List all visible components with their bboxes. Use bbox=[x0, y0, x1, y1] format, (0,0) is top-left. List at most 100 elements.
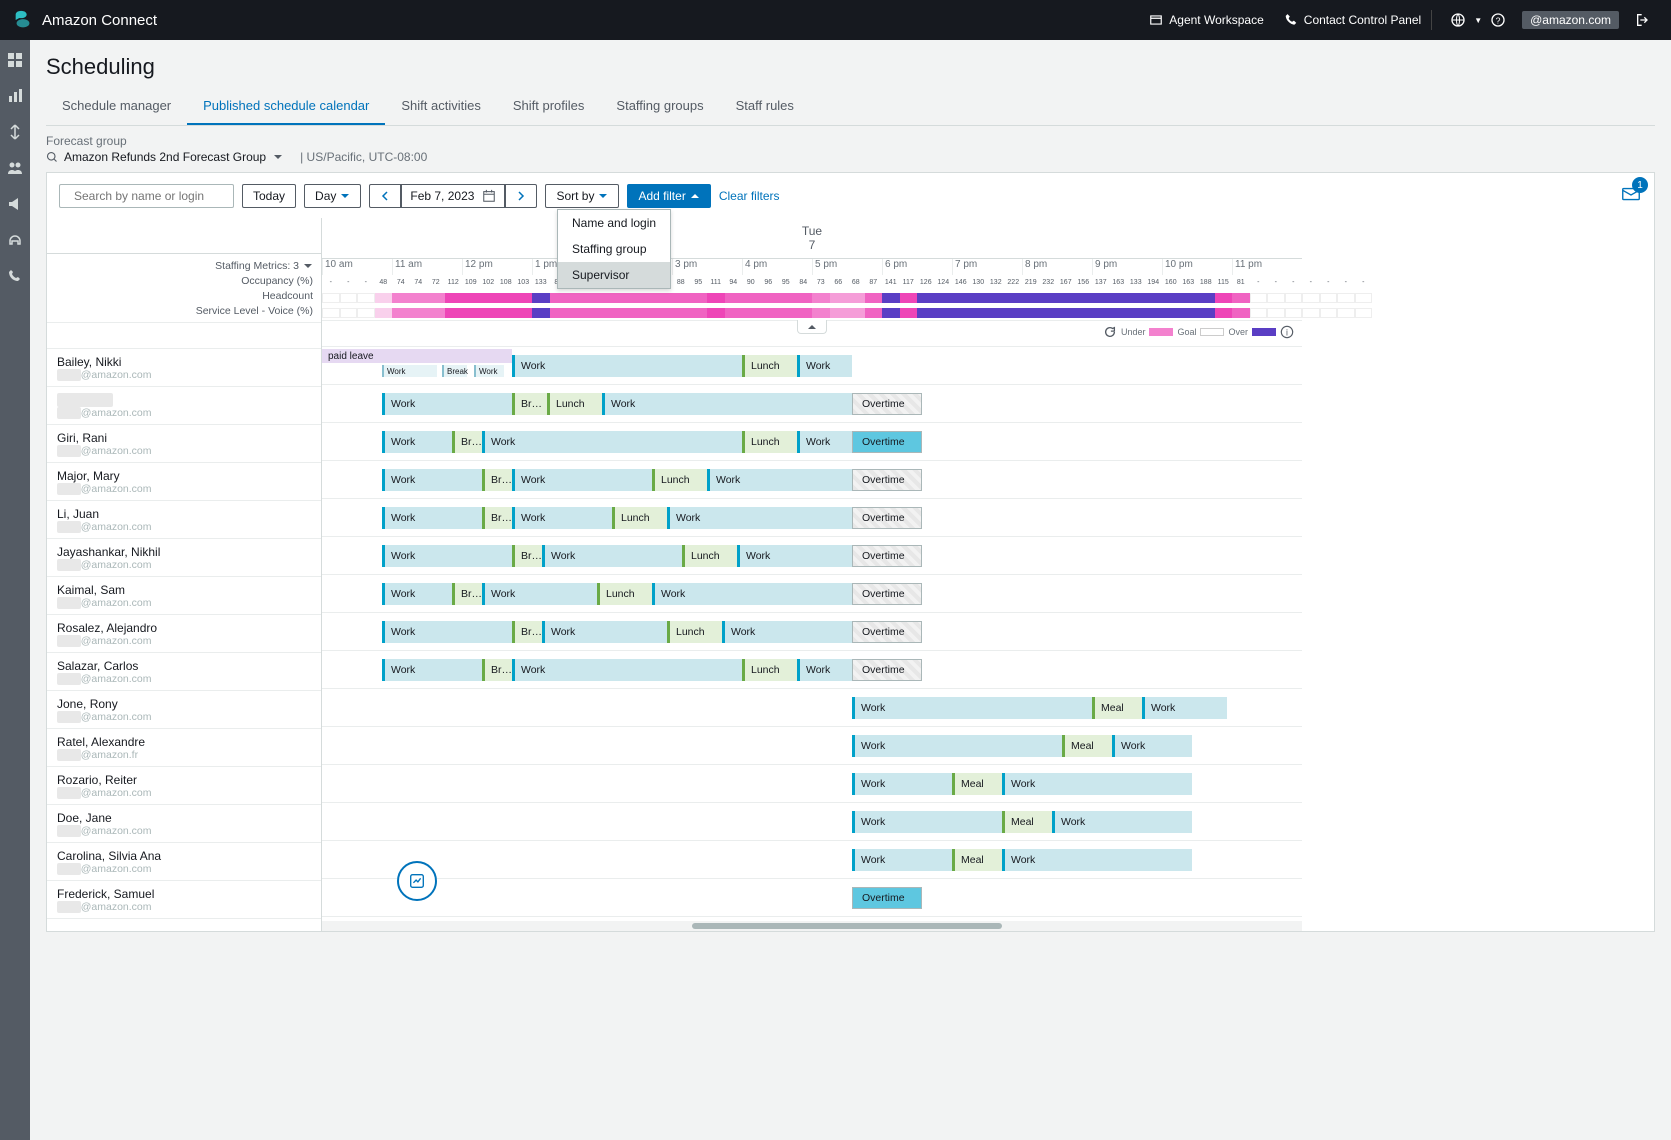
work-block[interactable]: Work bbox=[652, 583, 852, 605]
break-block[interactable]: Br… bbox=[482, 469, 512, 491]
forecast-select[interactable]: Amazon Refunds 2nd Forecast Group bbox=[46, 150, 284, 164]
agent-row[interactable]: Rosalez, Alejandroxxx@amazon.com bbox=[47, 615, 321, 653]
work-block[interactable]: Work bbox=[542, 545, 682, 567]
work-block[interactable]: Work bbox=[1052, 811, 1192, 833]
mini-shift[interactable]: Work bbox=[474, 365, 504, 377]
work-block[interactable]: Work bbox=[382, 507, 482, 529]
tab-staff-rules[interactable]: Staff rules bbox=[720, 88, 810, 125]
search-input[interactable] bbox=[74, 189, 229, 203]
sort-button[interactable]: Sort by bbox=[545, 184, 619, 208]
work-block[interactable]: Work bbox=[602, 393, 852, 415]
lunch-block[interactable]: Lunch bbox=[597, 583, 652, 605]
nav-announce-icon[interactable] bbox=[7, 196, 23, 212]
tab-published-schedule-calendar[interactable]: Published schedule calendar bbox=[187, 88, 385, 125]
agent-workspace-link[interactable]: Agent Workspace bbox=[1149, 13, 1264, 27]
work-block[interactable]: Work bbox=[852, 773, 952, 795]
agent-row[interactable]: Li, Juanxxx@amazon.com bbox=[47, 501, 321, 539]
search-box[interactable] bbox=[59, 184, 234, 208]
agent-row[interactable]: XXXXXXxxx@amazon.com bbox=[47, 387, 321, 425]
meal-block[interactable]: Meal bbox=[1002, 811, 1052, 833]
agent-row[interactable]: Salazar, Carlosxxx@amazon.com bbox=[47, 653, 321, 691]
next-day-button[interactable] bbox=[505, 184, 537, 208]
lunch-block[interactable]: Lunch bbox=[682, 545, 737, 567]
filter-option[interactable]: Supervisor bbox=[558, 262, 670, 288]
mini-shift[interactable]: Break bbox=[442, 365, 467, 377]
meal-block[interactable]: Meal bbox=[1062, 735, 1112, 757]
globe-icon[interactable] bbox=[1450, 12, 1466, 28]
overtime-block[interactable]: Overtime bbox=[852, 393, 922, 415]
mini-shift[interactable]: Work bbox=[382, 365, 437, 377]
work-block[interactable]: Work bbox=[382, 393, 512, 415]
inbox-button[interactable]: 1 bbox=[1620, 183, 1642, 208]
work-block[interactable]: Work bbox=[512, 469, 652, 491]
break-block[interactable]: Br… bbox=[452, 583, 482, 605]
agent-row[interactable]: Kaimal, Samxxx@amazon.com bbox=[47, 577, 321, 615]
break-block[interactable]: Br… bbox=[512, 545, 542, 567]
overtime-block[interactable]: Overtime bbox=[852, 507, 922, 529]
break-block[interactable]: Br… bbox=[482, 507, 512, 529]
tab-shift-activities[interactable]: Shift activities bbox=[385, 88, 496, 125]
agent-row[interactable]: Frederick, Samuelxxx@amazon.com bbox=[47, 881, 321, 919]
ccp-link[interactable]: Contact Control Panel bbox=[1284, 13, 1421, 27]
work-block[interactable]: Work bbox=[382, 431, 452, 453]
break-block[interactable]: Br… bbox=[482, 659, 512, 681]
range-button[interactable]: Day bbox=[304, 184, 361, 208]
work-block[interactable]: Work bbox=[797, 355, 852, 377]
lunch-block[interactable]: Lunch bbox=[742, 431, 797, 453]
work-block[interactable]: Work bbox=[797, 659, 852, 681]
work-block[interactable]: Work bbox=[1002, 773, 1192, 795]
work-block[interactable]: Work bbox=[852, 849, 952, 871]
lunch-block[interactable]: Lunch bbox=[547, 393, 602, 415]
agent-row[interactable]: Bailey, Nikkixxx@amazon.com bbox=[47, 349, 321, 387]
agent-row[interactable]: Carolina, Silvia Anaxxx@amazon.com bbox=[47, 843, 321, 881]
work-block[interactable]: Work bbox=[512, 507, 612, 529]
nav-metrics-icon[interactable] bbox=[7, 88, 23, 104]
work-block[interactable]: Work bbox=[512, 659, 742, 681]
meal-block[interactable]: Meal bbox=[1092, 697, 1142, 719]
break-block[interactable]: Br… bbox=[512, 621, 542, 643]
collapse-handle[interactable] bbox=[797, 320, 827, 334]
h-scrollbar[interactable] bbox=[322, 921, 1302, 931]
work-block[interactable]: Work bbox=[482, 583, 597, 605]
break-block[interactable]: Br… bbox=[512, 393, 547, 415]
overtime-block[interactable]: Overtime bbox=[852, 659, 922, 681]
meal-block[interactable]: Meal bbox=[952, 773, 1002, 795]
lunch-block[interactable]: Lunch bbox=[742, 659, 797, 681]
work-block[interactable]: Work bbox=[382, 583, 452, 605]
nav-phone-icon[interactable] bbox=[7, 268, 23, 284]
chart-fab[interactable] bbox=[397, 861, 437, 901]
overtime-block[interactable]: Overtime bbox=[852, 621, 922, 643]
date-picker[interactable]: Feb 7, 2023 bbox=[401, 184, 505, 208]
meal-block[interactable]: Meal bbox=[952, 849, 1002, 871]
overtime-block[interactable]: Overtime bbox=[852, 469, 922, 491]
tab-schedule-manager[interactable]: Schedule manager bbox=[46, 88, 187, 125]
logout-icon[interactable] bbox=[1635, 12, 1651, 28]
nav-headset-icon[interactable] bbox=[7, 232, 23, 248]
agent-row[interactable]: Giri, Ranixxx@amazon.com bbox=[47, 425, 321, 463]
lunch-block[interactable]: Lunch bbox=[667, 621, 722, 643]
work-block[interactable]: Work bbox=[382, 621, 512, 643]
work-block[interactable]: Work bbox=[722, 621, 852, 643]
agent-row[interactable]: Jone, Ronyxxx@amazon.com bbox=[47, 691, 321, 729]
work-block[interactable]: Work bbox=[1142, 697, 1227, 719]
work-block[interactable]: Work bbox=[707, 469, 852, 491]
clear-filters-link[interactable]: Clear filters bbox=[719, 189, 780, 203]
work-block[interactable]: Work bbox=[737, 545, 852, 567]
break-block[interactable]: Br… bbox=[452, 431, 482, 453]
filter-option[interactable]: Staffing group bbox=[558, 236, 670, 262]
work-block[interactable]: Work bbox=[852, 735, 1062, 757]
agent-row[interactable]: Ratel, Alexandrexxx@amazon.fr bbox=[47, 729, 321, 767]
metrics-header[interactable]: Staffing Metrics: 3 bbox=[55, 258, 313, 273]
work-block[interactable]: Work bbox=[382, 469, 482, 491]
agent-row[interactable]: Doe, Janexxx@amazon.com bbox=[47, 805, 321, 843]
info-icon[interactable]: i bbox=[1280, 325, 1294, 339]
filter-option[interactable]: Name and login bbox=[558, 210, 670, 236]
tab-staffing-groups[interactable]: Staffing groups bbox=[600, 88, 719, 125]
nav-users-icon[interactable] bbox=[7, 160, 23, 176]
lunch-block[interactable]: Lunch bbox=[612, 507, 667, 529]
nav-routing-icon[interactable] bbox=[7, 124, 23, 140]
lunch-block[interactable]: Lunch bbox=[742, 355, 797, 377]
tab-shift-profiles[interactable]: Shift profiles bbox=[497, 88, 601, 125]
help-icon[interactable]: ? bbox=[1490, 12, 1506, 28]
work-block[interactable]: Work bbox=[382, 659, 482, 681]
